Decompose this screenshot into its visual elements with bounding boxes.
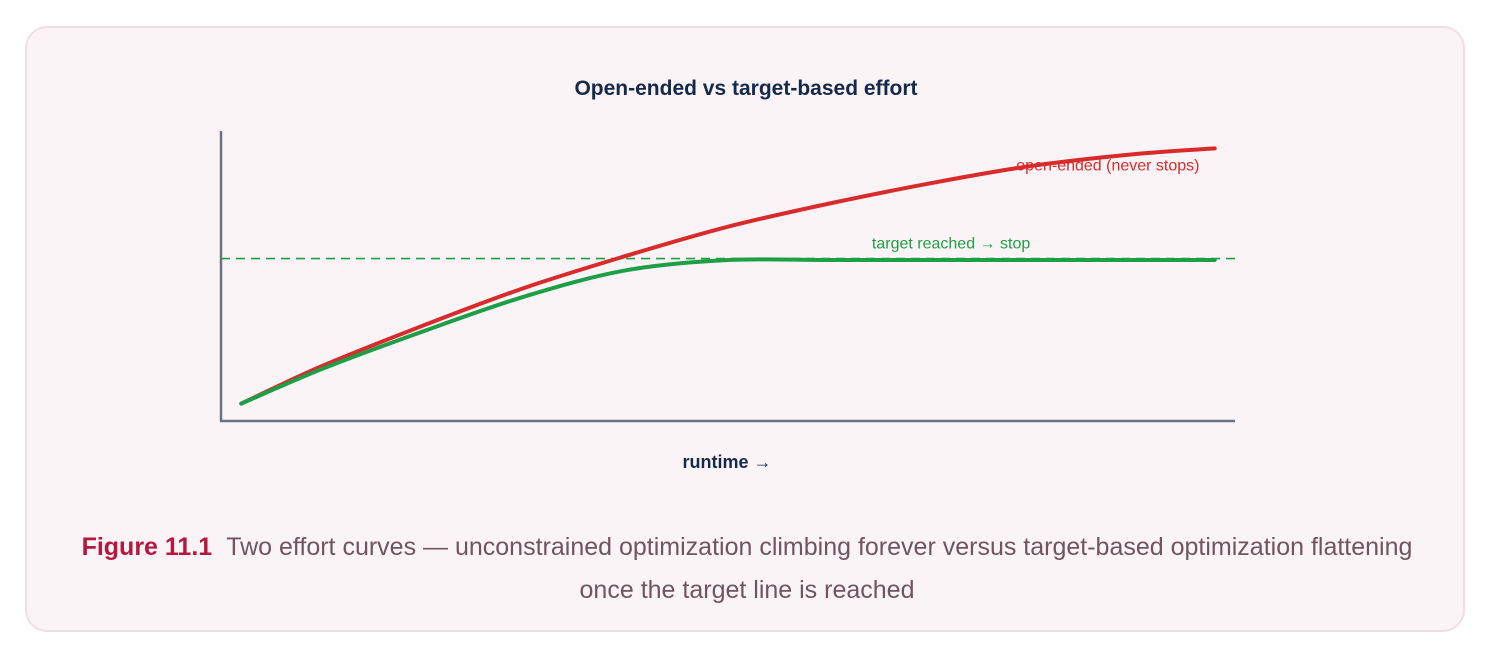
target-label: target reached → stop	[872, 236, 1030, 253]
figure-label: Figure 11.1	[81, 533, 213, 561]
series-open-ended-line	[239, 146, 1217, 406]
series-target-based-line	[239, 257, 1217, 406]
figure-caption-text: Two effort curves — unconstrained optimi…	[226, 533, 1413, 604]
series-open-ended-label: open-ended (never stops)	[1016, 157, 1199, 174]
figure-card	[25, 26, 1465, 632]
x-axis-label: runtime →	[682, 452, 771, 472]
figure-caption: Figure 11.1 Two effort curves — unconstra…	[60, 526, 1434, 612]
chart-title: Open-ended vs target-based effort	[574, 77, 917, 100]
